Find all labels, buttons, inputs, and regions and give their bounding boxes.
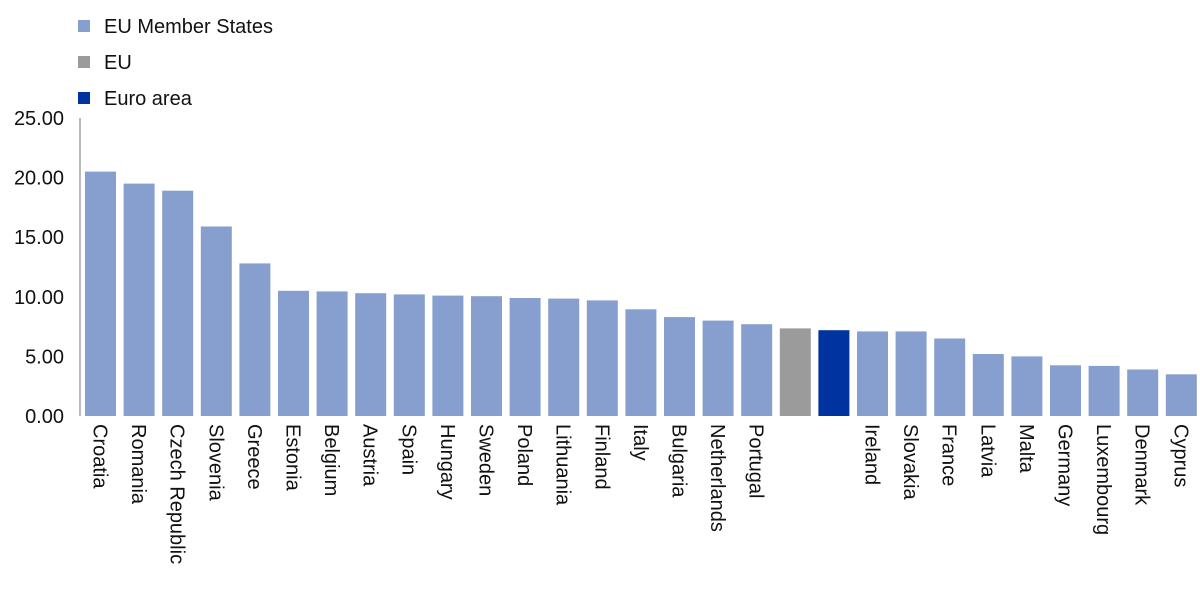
x-tick-label: Poland xyxy=(513,424,535,486)
x-tick-label: Italy xyxy=(629,424,651,461)
bar-ireland xyxy=(857,331,888,416)
x-tick-label: Luxembourg xyxy=(1092,424,1114,535)
bar-czech-republic xyxy=(162,190,194,416)
x-tick-label: Spain xyxy=(397,424,419,475)
legend: EU Member States EU Euro area xyxy=(78,16,273,110)
bar-italy xyxy=(625,309,657,416)
x-tick-label: Cyprus xyxy=(1169,424,1191,487)
legend-label-1: EU Member States xyxy=(104,16,273,38)
y-tick-label: 10.00 xyxy=(14,287,64,309)
x-tick-label: Latvia xyxy=(976,424,998,478)
bar-belgium xyxy=(316,291,348,416)
bar-bulgaria xyxy=(664,317,695,416)
x-axis-labels: Croatia Romania Czech Republic Slovenia Gree… xyxy=(89,424,1192,564)
bar-denmark xyxy=(1127,369,1159,416)
bar-latvia xyxy=(972,354,1004,416)
x-tick-label: Croatia xyxy=(89,424,111,489)
x-tick-label: Netherlands xyxy=(706,424,728,532)
bar-poland xyxy=(509,298,541,416)
bar-austria xyxy=(355,293,387,416)
bar-lithuania xyxy=(548,298,580,416)
bar-netherlands xyxy=(702,320,734,416)
x-tick-label: Denmark xyxy=(1131,424,1153,506)
x-tick-label: Malta xyxy=(1015,424,1037,474)
bar-spain xyxy=(393,294,425,416)
bar-croatia xyxy=(85,171,116,416)
bar-luxembourg xyxy=(1088,365,1120,416)
x-tick-label: Bulgaria xyxy=(668,424,690,498)
x-tick-label: Slovenia xyxy=(204,424,226,502)
x-tick-label: Estonia xyxy=(282,424,304,492)
x-tick-label: Portugal xyxy=(745,424,767,499)
x-tick-label: Hungary xyxy=(436,424,458,500)
y-tick-label: 5.00 xyxy=(25,346,64,368)
bar-cyprus xyxy=(1165,374,1197,416)
x-tick-label: Romania xyxy=(127,424,149,505)
legend-swatch-1 xyxy=(78,20,90,32)
bar-eu xyxy=(779,328,811,416)
y-tick-label: 0.00 xyxy=(25,406,64,428)
x-tick-label: Belgium xyxy=(320,424,342,496)
bar-finland xyxy=(586,300,618,416)
y-axis: 0.00 5.00 10.00 15.00 20.00 25.00 xyxy=(14,108,81,428)
y-tick-label: 25.00 xyxy=(14,108,64,130)
x-tick-label: Austria xyxy=(359,424,381,487)
x-tick-label: Slovakia xyxy=(899,424,921,500)
legend-swatch-2 xyxy=(78,56,90,68)
x-tick-label: Lithuania xyxy=(552,424,574,506)
bar-portugal xyxy=(741,324,773,416)
bar-slovakia xyxy=(895,331,927,416)
bar-france xyxy=(934,338,966,416)
bar-hungary xyxy=(432,295,464,416)
bar-romania xyxy=(123,183,155,416)
bar-greece xyxy=(239,263,271,416)
x-tick-label: France xyxy=(938,424,960,486)
bars xyxy=(85,171,1197,416)
y-tick-label: 15.00 xyxy=(14,227,64,249)
x-tick-label: Finland xyxy=(590,424,612,490)
bar-estonia xyxy=(278,290,309,416)
y-tick-label: 20.00 xyxy=(14,168,64,190)
legend-label-2: EU xyxy=(104,52,132,74)
x-tick-label: Greece xyxy=(243,424,265,490)
legend-swatch-3 xyxy=(78,92,90,104)
bar-slovenia xyxy=(200,226,232,416)
x-tick-label: Germany xyxy=(1054,424,1076,506)
x-tick-label: Sweden xyxy=(475,424,497,496)
x-tick-label: Czech Republic xyxy=(166,424,188,564)
bar-euro-area xyxy=(818,330,850,416)
bar-malta xyxy=(1011,356,1043,416)
x-tick-label: Ireland xyxy=(861,424,883,485)
legend-label-3: Euro area xyxy=(104,88,193,110)
bar-germany xyxy=(1050,365,1081,416)
bar-sweden xyxy=(471,296,502,416)
